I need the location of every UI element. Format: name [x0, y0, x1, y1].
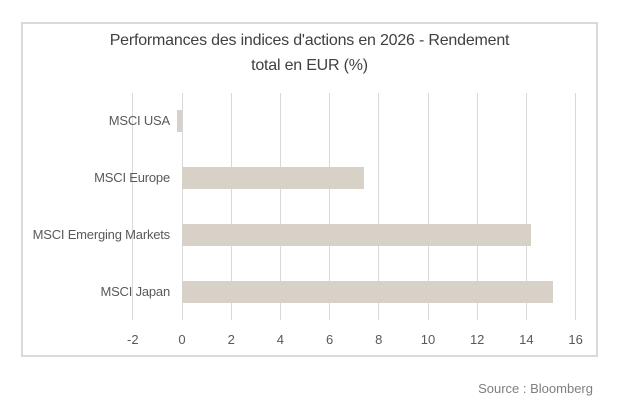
gridline: [525, 93, 527, 320]
bar-msci-europe: [182, 167, 365, 190]
chart-title: Performances des indices d'actions en 20…: [21, 28, 598, 78]
x-axis-tick-label: 6: [325, 332, 334, 347]
x-axis-tick-label: 16: [568, 332, 583, 347]
x-axis-tick-label: 2: [227, 332, 235, 347]
x-axis-tick-label: 10: [420, 332, 436, 347]
x-axis-tick-label: 4: [276, 332, 284, 347]
bar-msci-usa: [177, 110, 182, 133]
category-label: MSCI Europe: [94, 170, 170, 186]
category-label: MSCI USA: [108, 113, 170, 129]
gridline: [279, 93, 281, 320]
gridline: [575, 93, 577, 320]
x-axis-tick-label: 12: [469, 332, 485, 347]
gridline: [329, 93, 331, 320]
gridline: [476, 93, 478, 320]
x-axis-tick-label: -2: [127, 332, 139, 347]
gridline: [230, 93, 232, 320]
x-axis-tick-label: 8: [375, 332, 383, 347]
source-note: Source : Bloomberg: [478, 381, 593, 396]
gridline: [181, 93, 183, 320]
x-axis-tick-label: 0: [178, 332, 186, 347]
chart-title-line-2: total en EUR (%): [251, 57, 368, 74]
chart-title-line-1: Performances des indices d'actions en 20…: [109, 32, 510, 49]
bar-msci-japan: [182, 280, 554, 303]
gridline: [378, 93, 380, 320]
bar-msci-emerging-markets: [182, 223, 532, 246]
category-label: MSCI Emerging Markets: [32, 226, 171, 242]
gridline: [132, 93, 134, 320]
category-label: MSCI Japan: [100, 283, 170, 299]
x-axis-tick-label: 14: [519, 332, 534, 347]
gridline: [427, 93, 429, 320]
